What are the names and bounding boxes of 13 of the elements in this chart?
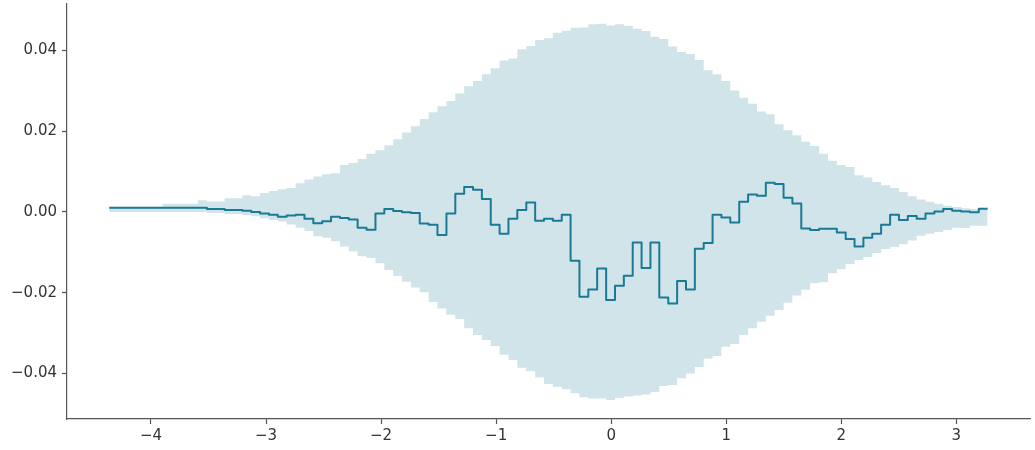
y-tick-label: 0.02 — [23, 121, 57, 140]
x-tick-label: −4 — [139, 425, 163, 444]
x-tick-label: 2 — [836, 425, 847, 444]
x-tick-label: −2 — [370, 425, 393, 444]
y-tick-label: 0.00 — [23, 201, 57, 220]
y-tick-label: −0.02 — [11, 282, 57, 301]
x-tick-label: 3 — [951, 425, 962, 444]
x-tick-label: 0 — [606, 425, 616, 444]
y-tick-label: −0.04 — [11, 363, 57, 382]
x-tick-label: −1 — [485, 425, 508, 444]
y-tick-label: 0.04 — [23, 40, 57, 59]
x-tick-label: −3 — [254, 425, 278, 444]
x-tick-label: 1 — [721, 425, 732, 444]
